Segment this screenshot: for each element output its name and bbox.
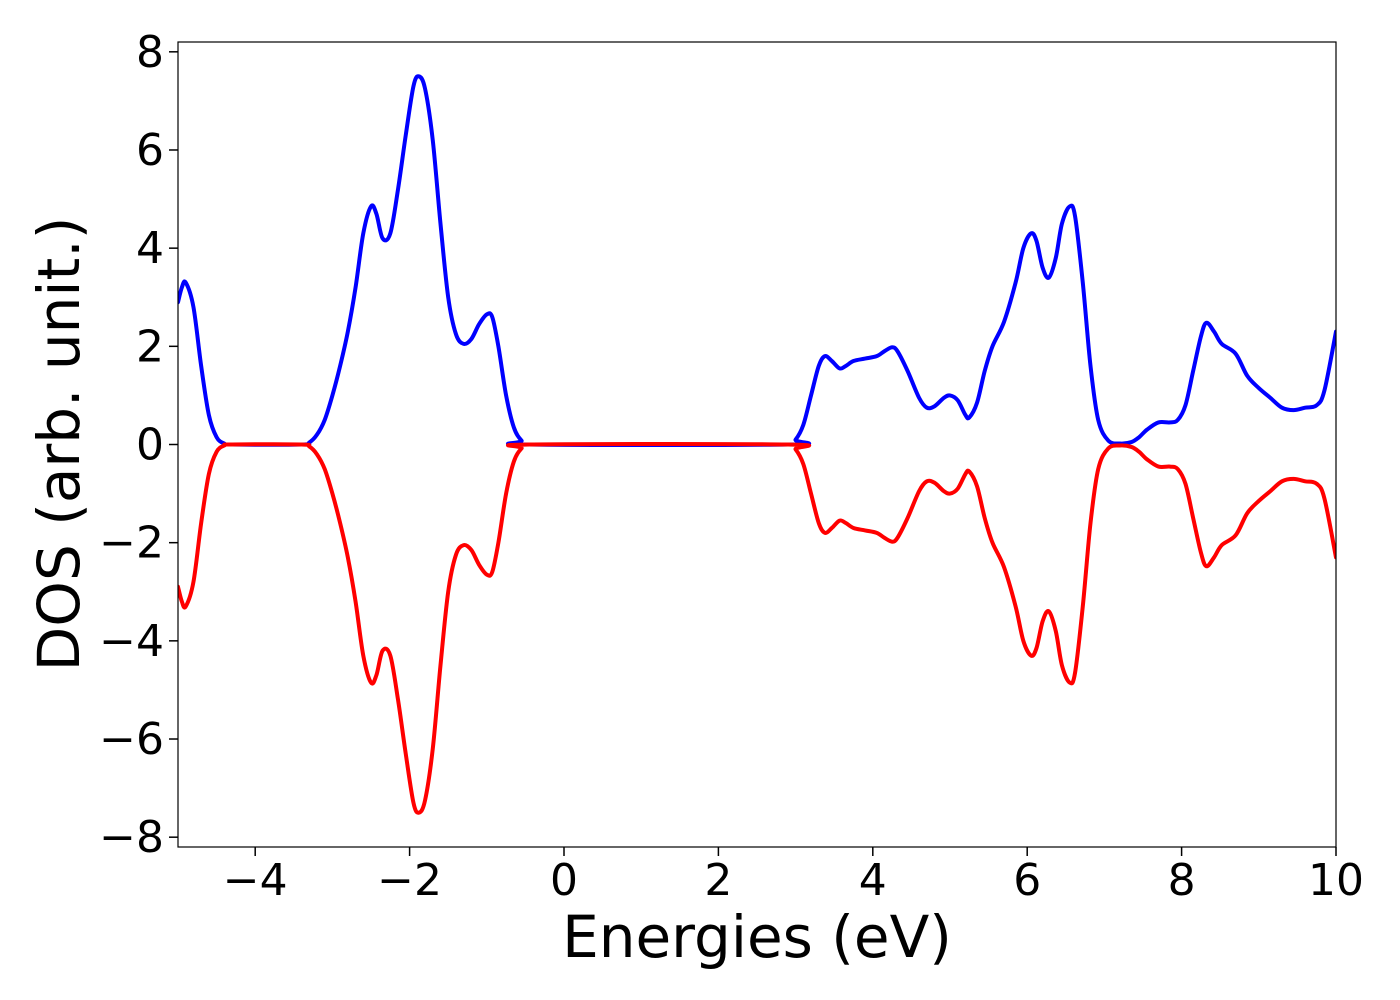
series-line-2 (178, 441, 1336, 815)
x-tick-label: −2 (377, 855, 442, 906)
y-tick-label: 2 (136, 321, 164, 372)
x-axis-ticks: −4 −2 0 2 4 6 8 10 (223, 847, 1364, 906)
x-tick-label: −4 (223, 855, 288, 906)
x-tick-label: 0 (550, 855, 578, 906)
y-tick-label: −2 (99, 518, 164, 569)
x-tick-label: 8 (1168, 855, 1196, 906)
y-tick-label: −4 (99, 616, 164, 667)
y-tick-label: 0 (136, 420, 164, 471)
y-tick-label: −8 (99, 812, 164, 863)
y-axis-title: DOS (arb. unit.) (25, 217, 93, 672)
x-tick-label: 6 (1013, 855, 1041, 906)
x-tick-label: 10 (1308, 855, 1364, 906)
series-layer (178, 74, 1336, 815)
x-axis-title: Energies (eV) (562, 903, 952, 971)
y-tick-label: 6 (136, 125, 164, 176)
y-tick-label: 4 (136, 223, 164, 274)
x-tick-label: 4 (859, 855, 887, 906)
x-tick-label: 2 (704, 855, 732, 906)
y-tick-label: −6 (99, 714, 164, 765)
series-line-1 (178, 74, 1336, 448)
y-tick-label: 8 (136, 27, 164, 78)
y-axis-ticks: −8 −6 −4 −2 0 2 4 6 8 (99, 27, 178, 863)
